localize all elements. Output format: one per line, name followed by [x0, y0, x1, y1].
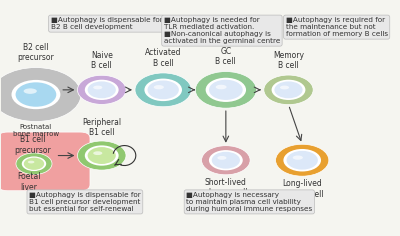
Ellipse shape: [272, 80, 306, 100]
Ellipse shape: [0, 67, 81, 122]
Ellipse shape: [16, 153, 52, 175]
Text: ■Autophagy is dispensable for
B1 cell precursor development
but essential for se: ■Autophagy is dispensable for B1 cell pr…: [29, 192, 141, 212]
Ellipse shape: [276, 144, 329, 176]
Ellipse shape: [16, 82, 56, 107]
Text: B2 cell
precursor: B2 cell precursor: [18, 43, 54, 62]
Ellipse shape: [209, 150, 243, 170]
Text: Postnatal
bone marrow: Postnatal bone marrow: [13, 124, 59, 137]
Ellipse shape: [154, 85, 164, 89]
Ellipse shape: [284, 149, 321, 172]
FancyBboxPatch shape: [0, 132, 90, 191]
Text: Foetal
liver: Foetal liver: [17, 172, 41, 192]
Text: ■Autophagy is necessary
to maintain plasma cell viability
during humoral immune : ■Autophagy is necessary to maintain plas…: [186, 192, 312, 212]
Text: ■Autophagy is dispensable for
B2 B cell development: ■Autophagy is dispensable for B2 B cell …: [50, 17, 162, 30]
Ellipse shape: [22, 156, 46, 171]
Text: Long-lived
plasma cell: Long-lived plasma cell: [280, 179, 324, 199]
Ellipse shape: [286, 151, 318, 170]
Text: ■Autophagy is required for
the maintenance but not
formation of memory B cells: ■Autophagy is required for the maintenan…: [286, 17, 388, 37]
Ellipse shape: [88, 147, 116, 164]
Ellipse shape: [202, 146, 250, 175]
Ellipse shape: [93, 86, 102, 89]
Ellipse shape: [88, 81, 116, 98]
Ellipse shape: [217, 156, 226, 160]
Ellipse shape: [78, 75, 126, 104]
Ellipse shape: [264, 75, 313, 105]
Ellipse shape: [274, 81, 302, 98]
Ellipse shape: [135, 73, 191, 107]
Ellipse shape: [78, 141, 126, 170]
Ellipse shape: [216, 85, 227, 89]
Ellipse shape: [195, 72, 256, 108]
Text: Memory
B cell: Memory B cell: [273, 51, 304, 70]
Text: Naive
B cell: Naive B cell: [91, 51, 113, 70]
Ellipse shape: [24, 88, 37, 94]
Ellipse shape: [144, 79, 182, 101]
Ellipse shape: [212, 152, 240, 169]
Text: Short-lived
plasma cell: Short-lived plasma cell: [204, 178, 248, 198]
Ellipse shape: [12, 80, 60, 109]
Text: Peripheral
B1 cell: Peripheral B1 cell: [82, 118, 121, 138]
Ellipse shape: [148, 80, 179, 99]
Ellipse shape: [85, 145, 119, 166]
Ellipse shape: [206, 78, 246, 102]
Ellipse shape: [280, 86, 289, 89]
Ellipse shape: [209, 80, 243, 100]
Ellipse shape: [28, 161, 34, 163]
Text: Activated
B cell: Activated B cell: [145, 48, 182, 68]
Text: B1 cell
precursor: B1 cell precursor: [14, 135, 51, 155]
Ellipse shape: [24, 158, 44, 170]
Ellipse shape: [293, 156, 303, 160]
Ellipse shape: [85, 80, 119, 100]
Text: ■Autophagy is needed for
TLR mediated activation.
■Non-canonical autophagy is
ac: ■Autophagy is needed for TLR mediated ac…: [164, 17, 280, 44]
Ellipse shape: [93, 151, 102, 155]
Text: GC
B cell: GC B cell: [216, 47, 236, 66]
